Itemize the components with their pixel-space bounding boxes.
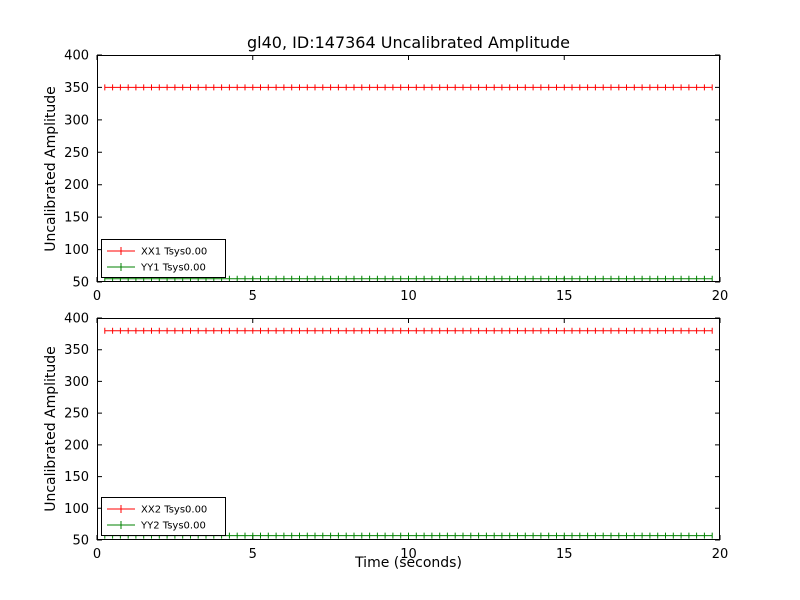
legend-sample-xx2 [107,505,135,513]
y-tick-label: 300 [64,375,89,390]
figure-title: gl40, ID:147364 Uncalibrated Amplitude [247,33,570,52]
axes-frame [97,318,720,540]
x-tick-label: 15 [556,547,573,562]
x-tick-label: 20 [712,547,729,562]
legend-label: XX1 Tsys0.00 [141,247,207,258]
axes-frame [97,55,720,282]
y-tick-label: 400 [64,49,89,64]
x-tick-label: 10 [400,289,417,304]
y-tick-label: 300 [64,113,89,128]
y-tick-label: 350 [64,81,89,96]
x-tick-label: 10 [400,547,417,562]
y-tick-label: 100 [64,243,89,258]
y-tick-label: 250 [64,407,89,422]
y-tick-label: 50 [72,276,89,291]
legend-sample-yy1 [107,263,135,271]
legend: XX1 Tsys0.00 YY1 Tsys0.00 [101,239,226,278]
x-tick-label: 0 [93,547,101,562]
legend-label: YY2 Tsys0.00 [140,521,206,532]
series-markers-yy1 [104,275,713,282]
x-axis-label: Time (seconds) [355,555,462,571]
legend-sample-xx1 [107,247,135,255]
plot-area-bottom: 0 5 10 15 20 50 100 150 200 250 300 350 400 XX2 Tsys0… [64,312,728,563]
x-tick-label: 0 [93,289,101,304]
y-axis-label-top: Uncalibrated Amplitude [43,86,59,252]
y-tick-label: 200 [64,178,89,193]
series-markers-xx2 [104,327,713,334]
y-axis-label-bottom: Uncalibrated Amplitude [43,346,59,512]
x-tick-label: 20 [712,289,729,304]
y-tick-label: 250 [64,146,89,161]
axes: 0 5 10 15 20 50 100 150 200 250 300 350 400 XX2 Tsys0… [64,312,728,563]
y-tick-label: 400 [64,312,89,327]
x-tick-label: 5 [249,289,257,304]
y-tick-label: 150 [64,470,89,485]
series-markers-xx1 [104,84,713,91]
y-tick-label: 100 [64,502,89,517]
y-tick-label: 200 [64,438,89,453]
plot-area-top: 0 5 10 15 20 50 100 150 200 250 300 350 400 XX1 Tsys0… [64,49,728,305]
y-tick-label: 150 [64,211,89,226]
y-tick-label: 350 [64,343,89,358]
x-tick-label: 15 [556,289,573,304]
legend: XX2 Tsys0.00 YY2 Tsys0.00 [101,497,226,536]
legend-box [101,239,226,278]
legend-sample-yy2 [107,521,135,529]
y-tick-label: 50 [72,534,89,549]
axes: 0 5 10 15 20 50 100 150 200 250 300 350 400 XX1 Tsys0… [64,49,728,305]
legend-label: YY1 Tsys0.00 [140,263,206,274]
x-tick-label: 5 [249,547,257,562]
legend-box [101,497,226,536]
legend-label: XX2 Tsys0.00 [141,505,207,516]
